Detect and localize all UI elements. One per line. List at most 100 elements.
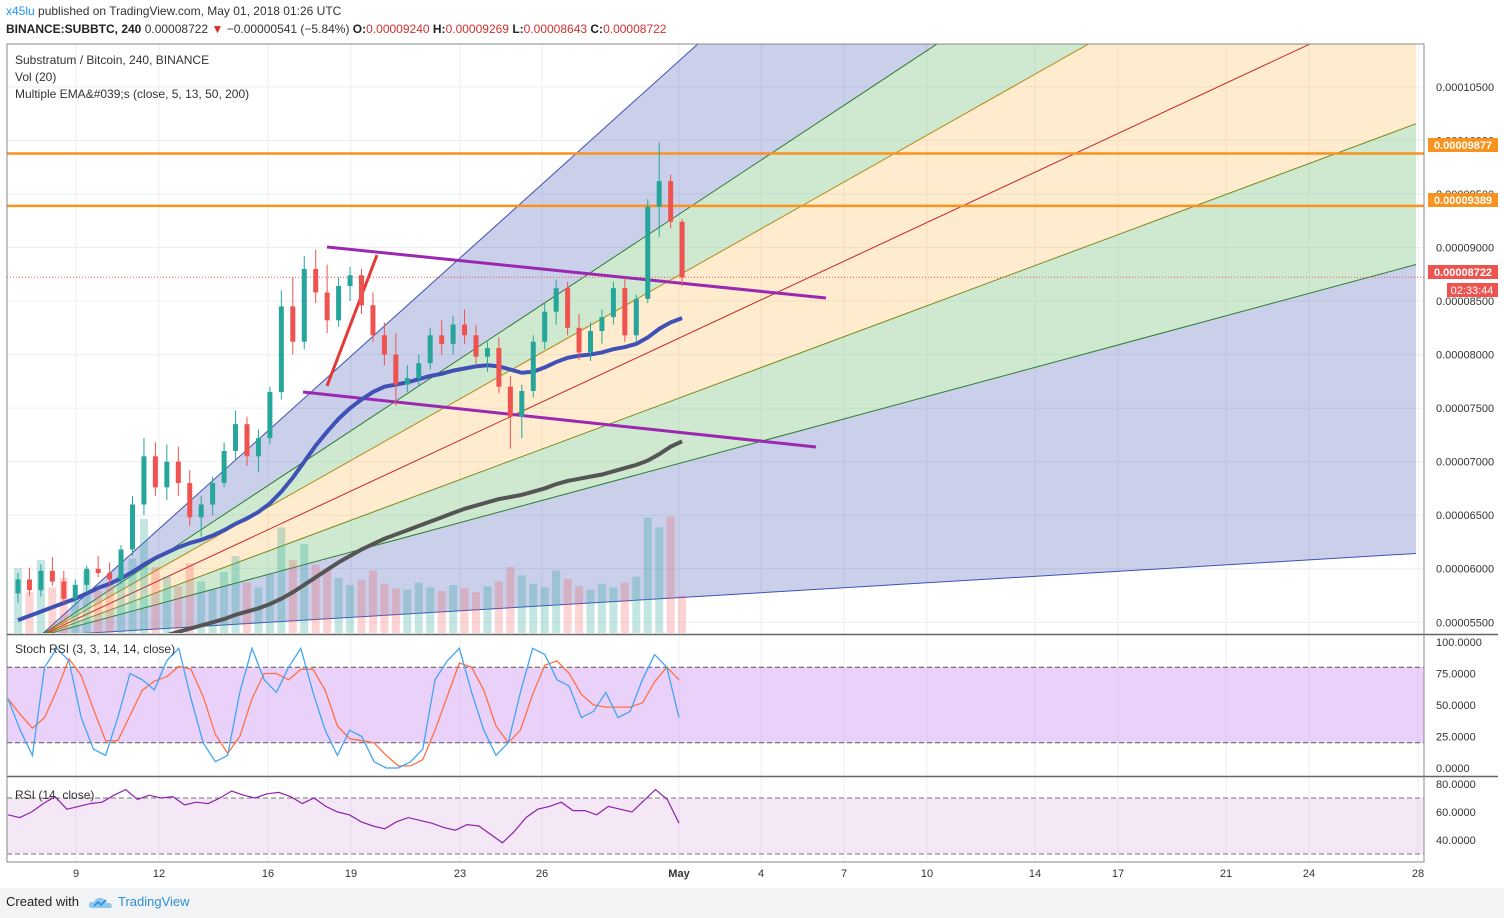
footer-bar: Created with TradingView (0, 888, 1504, 918)
candle-body (381, 335, 387, 355)
price-tick-label: 0.00005500 (1436, 617, 1494, 629)
candle-body (152, 456, 158, 488)
upper-trendline (326, 245, 827, 300)
chart-header: x45lu published on TradingView.com, May … (0, 0, 1504, 40)
candle-body (221, 450, 227, 484)
candle-body (198, 504, 204, 518)
current-price: 0.00008722 (144, 22, 209, 36)
rsi-line (7, 788, 680, 844)
candle-body (49, 570, 55, 582)
tradingview-link[interactable]: TradingView (118, 894, 190, 909)
volume-bar (506, 567, 515, 633)
volume-bar (391, 588, 400, 633)
volume-bar (609, 587, 618, 633)
price-tick-label: 0.00009000 (1436, 242, 1494, 254)
published-text: published on TradingView.com, May 01, 20… (38, 4, 342, 18)
volume-bar (300, 544, 309, 633)
volume-bar (426, 587, 435, 633)
candle-body (95, 568, 101, 574)
high-value: 0.00009269 (445, 22, 509, 36)
candle-body (38, 570, 44, 591)
candle-body (450, 324, 456, 344)
fib-ray (43, 44, 938, 633)
candle-body (336, 286, 342, 321)
candle-body (622, 288, 628, 336)
volume-bar (414, 582, 423, 633)
time-tick-label: 17 (1112, 868, 1124, 880)
volume-bar (59, 577, 68, 633)
volume-bar (597, 583, 606, 633)
volume-bar (643, 517, 652, 633)
open-value: 0.00009240 (366, 22, 430, 36)
time-tick-label: May (668, 868, 690, 880)
candle-body (462, 324, 468, 336)
volume-bar (334, 577, 343, 633)
price-tick-label: 0.00010500 (1436, 82, 1494, 94)
candle-body (359, 275, 364, 306)
candle-body (679, 221, 685, 278)
time-tick-label: 16 (262, 868, 274, 880)
created-with-text: Created with (6, 894, 79, 909)
volume-bar (655, 527, 664, 633)
candle-body (118, 549, 124, 580)
volume-bar (105, 583, 114, 633)
volume-bar (540, 587, 549, 633)
open-label: O: (352, 22, 367, 36)
ema200-line (167, 439, 683, 633)
volume-bar (71, 598, 80, 633)
candle-body (84, 568, 90, 585)
candle-body (187, 483, 193, 518)
candle-body (393, 354, 399, 385)
volume-bar (494, 581, 503, 633)
candle-body (404, 378, 410, 385)
volume-bar (666, 516, 675, 633)
grid (7, 44, 1424, 862)
chart-canvas[interactable]: 0.00005500 0.00006000 0.00006500 0.00007000… (0, 40, 1504, 888)
volume-bar (288, 559, 297, 633)
price-tick-label: 0.00008500 (1436, 296, 1494, 308)
candle-body (439, 335, 445, 344)
candle-body (278, 306, 284, 393)
candle-body (15, 579, 21, 594)
time-tick-label: 26 (536, 868, 548, 880)
quote-line: BINANCE:SUBBTC, 240 0.00008722 ▼ −0.0000… (6, 22, 666, 36)
volume-bar (117, 575, 126, 633)
rsi-tick-label: 80.0000 (1436, 779, 1476, 791)
author-link[interactable]: x45lu (6, 4, 35, 18)
badge-countdown: 02:33:44 (1447, 283, 1498, 297)
time-tick-label: 19 (345, 868, 357, 880)
candle-body (164, 461, 170, 488)
stoch-tick-label: 50.0000 (1436, 700, 1476, 712)
pane-frames (6, 43, 1498, 863)
lower-trendline (302, 390, 817, 449)
volume-bar (197, 581, 206, 633)
volume-bar (368, 570, 377, 633)
candles (15, 142, 685, 606)
low-value: 0.00008643 (523, 22, 588, 36)
badge-last-price: 0.00008722 (1428, 265, 1498, 279)
price-tick-label: 0.00007500 (1436, 403, 1494, 415)
volume-bar (128, 558, 137, 633)
price-change: −0.00000541 (−5.84%) (226, 22, 350, 36)
candle-body (610, 288, 616, 318)
candle-body (484, 348, 490, 357)
candle-body (233, 424, 239, 451)
time-tick-label: 14 (1029, 868, 1041, 880)
candle-body (645, 206, 651, 299)
candle-body (576, 327, 582, 353)
svg-text:0.00009877: 0.00009877 (1434, 140, 1492, 152)
volume-bar (575, 586, 584, 633)
price-tick-label: 0.00006500 (1436, 510, 1494, 522)
volume-bar (678, 595, 687, 633)
time-tick-label: 24 (1303, 868, 1315, 880)
candle-body (107, 573, 113, 580)
fib-ray (44, 44, 1090, 633)
volume-bar (243, 582, 251, 633)
volume-bar (277, 527, 286, 633)
volume-bar (529, 583, 538, 633)
candle-body (668, 181, 674, 222)
volume-bar (174, 586, 183, 633)
candle-body (267, 392, 273, 439)
volume-bar (151, 567, 160, 633)
candle-body (530, 341, 536, 391)
